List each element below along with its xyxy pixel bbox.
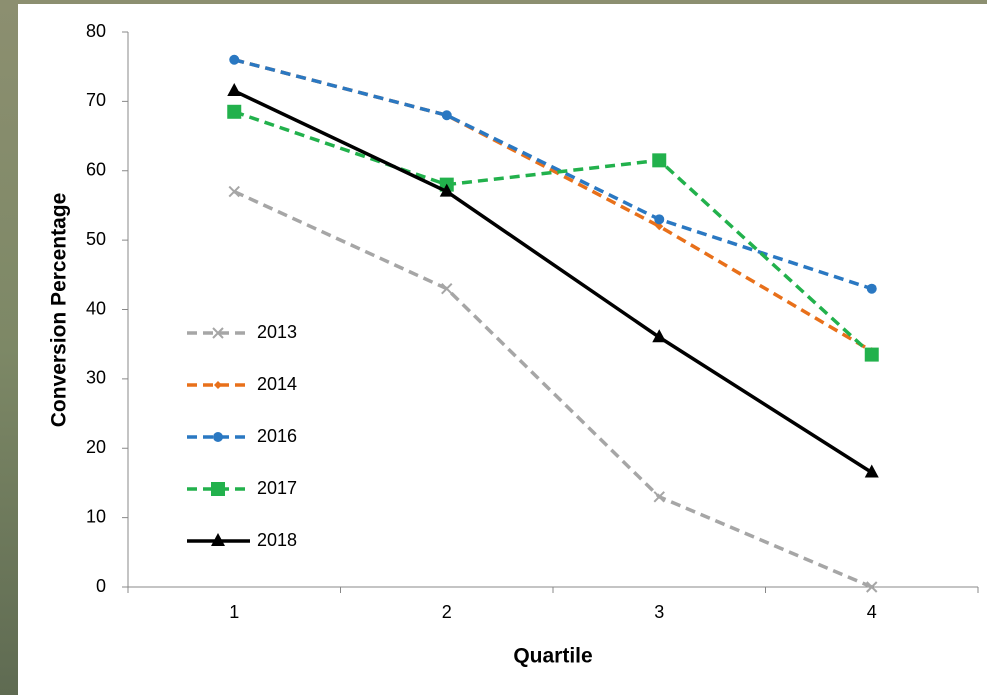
- x-tick-label: 3: [654, 602, 664, 622]
- y-tick-label: 20: [86, 437, 106, 457]
- x-tick-label: 1: [229, 602, 239, 622]
- y-tick-label: 70: [86, 90, 106, 110]
- x-axis-title: Quartile: [513, 645, 592, 668]
- legend-label: 2017: [257, 478, 297, 498]
- data-point: [867, 284, 877, 294]
- legend-marker: [211, 482, 225, 496]
- legend-label: 2018: [257, 530, 297, 550]
- y-tick-label: 60: [86, 160, 106, 180]
- data-point: [229, 55, 239, 65]
- data-point: [227, 105, 241, 119]
- page: Conversion Percentage Quartile 0 10 20 30 40…: [0, 0, 987, 695]
- legend-marker: [213, 432, 223, 442]
- chart-panel: [18, 4, 987, 695]
- legend-label: 2014: [257, 374, 297, 394]
- legend-label: 2016: [257, 426, 297, 446]
- y-axis-title: Conversion Percentage: [48, 193, 71, 428]
- y-tick-label: 0: [96, 576, 106, 596]
- x-tick-label: 2: [442, 602, 452, 622]
- legend-label: 2013: [257, 322, 297, 342]
- data-point: [865, 348, 879, 362]
- data-point: [652, 153, 666, 167]
- y-tick-label: 80: [86, 21, 106, 41]
- x-tick-label: 4: [867, 602, 877, 622]
- y-tick-label: 50: [86, 229, 106, 249]
- y-tick-label: 30: [86, 368, 106, 388]
- y-tick-label: 40: [86, 298, 106, 318]
- chart: Conversion Percentage Quartile 0 10 20 30 40…: [0, 0, 987, 695]
- data-point: [442, 110, 452, 120]
- y-tick-label: 10: [86, 506, 106, 526]
- data-point: [654, 214, 664, 224]
